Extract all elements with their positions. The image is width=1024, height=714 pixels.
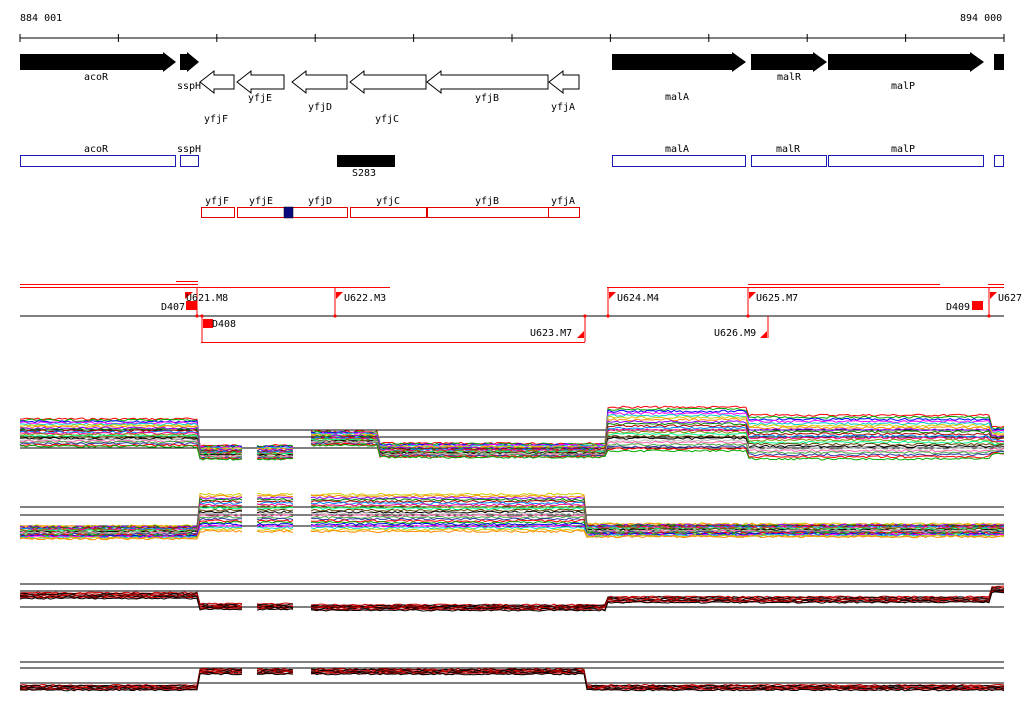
gene-arrow-yfjF[interactable]: [199, 69, 235, 95]
annotation-label-yfjC: yfjC: [376, 196, 400, 207]
annotation-box-yfjC[interactable]: [350, 207, 427, 218]
marker-flag-U622[interactable]: [336, 292, 343, 299]
signal-tracks: [19, 405, 1005, 692]
end-coordinate: 894 000: [960, 13, 1003, 24]
track-4-signals-series-8: [19, 672, 1005, 692]
marker-flag-U623[interactable]: [577, 331, 584, 338]
gene-label-yfjF: yfjF: [204, 114, 228, 125]
annotation-highlight[interactable]: [283, 206, 294, 219]
marker-flag-U625[interactable]: [749, 292, 756, 299]
gene-label-sspH: sspH: [177, 81, 201, 92]
marker-flag-U626[interactable]: [760, 331, 767, 338]
annotation-label-yfjF: yfjF: [205, 196, 229, 207]
annotation-box-partial[interactable]: [994, 155, 1004, 167]
annotation-box-sspH[interactable]: [180, 155, 199, 167]
marker-flag-U621[interactable]: [185, 292, 193, 299]
marker-label-U623: U623.M7: [530, 328, 572, 339]
annotation-box-yfjB[interactable]: [427, 207, 549, 218]
track-1-signals-series-22: [19, 443, 1005, 461]
marker-label-U622: U622.M3: [344, 293, 386, 304]
gene-label-acoR: acoR: [84, 72, 109, 83]
gene-label-malR: malR: [777, 72, 802, 83]
gene-arrow-yfjC[interactable]: [349, 69, 427, 95]
annotation-label-sspH: sspH: [177, 144, 201, 155]
marker-label-U624: U624.M4: [617, 293, 659, 304]
marker-label-D408: D408: [212, 319, 236, 330]
ruler-ticks: [19, 34, 1005, 42]
annotation-label-malR: malR: [776, 144, 801, 155]
track-3-signals-series-8: [19, 591, 1005, 612]
marker-label-D407: D407: [161, 302, 185, 313]
marker-label-U621: U621.M8: [186, 293, 228, 304]
annotation-track-red: [201, 207, 580, 218]
marker-label-U625: U625.M7: [756, 293, 798, 304]
reverse-genes: [199, 69, 580, 95]
track-1-signals-series-20: [19, 442, 1005, 460]
gene-arrow-acoR[interactable]: [20, 52, 176, 72]
annotation-box-malP[interactable]: [828, 155, 984, 167]
feature-bar-S283[interactable]: [337, 155, 395, 167]
annotation-labels-blue: acoR sspH malA malR malP: [84, 144, 915, 155]
forward-genes: acoR sspH malA malR malP: [20, 52, 1004, 103]
gene-label-yfjA: yfjA: [551, 102, 575, 113]
gene-arrow-sspH[interactable]: [180, 52, 199, 72]
annotation-label-acoR: acoR: [84, 144, 109, 155]
marker-label-U626: U626.M9: [714, 328, 756, 339]
marker-label-U627: U627: [998, 293, 1022, 304]
gene-arrow-partial[interactable]: [994, 54, 1004, 70]
gene-label-malP: malP: [891, 81, 915, 92]
annotation-box-yfjA[interactable]: [548, 207, 580, 218]
track-2-signals-series-17: [19, 520, 1005, 538]
marker-box-D409[interactable]: [972, 301, 983, 310]
annotation-label-malP: malP: [891, 144, 915, 155]
annotation-track-blue: [20, 155, 1004, 167]
gene-arrow-malA[interactable]: [612, 52, 746, 72]
marker-label-D409: D409: [946, 302, 970, 313]
gene-arrow-yfjD[interactable]: [291, 69, 348, 95]
marker-flag-U624[interactable]: [609, 292, 616, 299]
gene-label-yfjB: yfjB: [475, 93, 499, 104]
marker-box-D407[interactable]: [186, 301, 197, 310]
annotation-label-yfjA: yfjA: [551, 196, 575, 207]
track-2-signals-series-22: [19, 529, 1004, 541]
annotation-box-yfjF[interactable]: [201, 207, 235, 218]
coordinate-ruler: [19, 34, 1005, 42]
track-3-signals: [19, 583, 1005, 612]
gene-label-yfjC: yfjC: [375, 114, 399, 125]
annotation-labels-red: yfjF yfjE yfjD yfjC yfjB yfjA: [205, 196, 575, 207]
gene-label-malA: malA: [665, 92, 689, 103]
gene-arrow-yfjB[interactable]: [426, 69, 549, 95]
annotation-box-acoR[interactable]: [20, 155, 176, 167]
annotation-label-malA: malA: [665, 144, 689, 155]
annotation-label-yfjB: yfjB: [475, 196, 499, 207]
gene-label-yfjD: yfjD: [308, 102, 332, 113]
marker-box-D408[interactable]: [203, 319, 213, 328]
annotation-box-malR[interactable]: [751, 155, 827, 167]
gene-arrow-yfjA[interactable]: [548, 69, 580, 95]
gene-label-yfjE: yfjE: [248, 93, 272, 104]
track-1-signals: [19, 405, 1005, 461]
feature-label-S283: S283: [352, 168, 376, 179]
marker-flag-U627[interactable]: [990, 292, 997, 299]
reverse-gene-labels: yfjF yfjE yfjD yfjC yfjB yfjA: [204, 93, 575, 125]
annotation-label-yfjD: yfjD: [308, 196, 332, 207]
annotation-label-yfjE: yfjE: [249, 196, 273, 207]
segmentation-track: U621.M8 D407 U622.M3 U624.M4 U625.M7 D40…: [20, 281, 1022, 343]
gene-arrow-malR[interactable]: [751, 52, 827, 72]
track-2-signals: [19, 492, 1005, 541]
annotation-box-malA[interactable]: [612, 155, 746, 167]
gene-arrow-malP[interactable]: [828, 52, 984, 72]
gene-arrow-yfjE[interactable]: [236, 69, 285, 95]
start-coordinate: 884 001: [20, 13, 63, 24]
track-4-signals: [19, 661, 1005, 692]
